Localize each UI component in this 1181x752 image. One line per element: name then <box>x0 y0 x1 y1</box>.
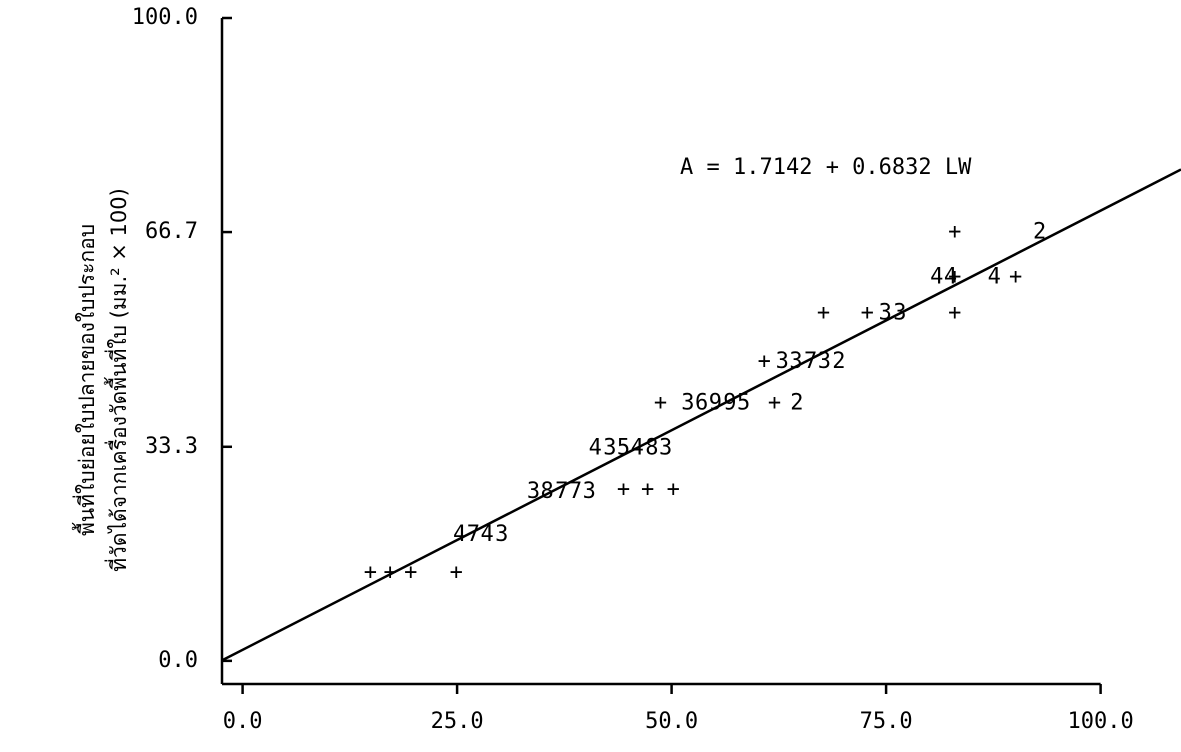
point: 3 <box>603 436 616 461</box>
point: + <box>667 477 680 502</box>
point: + <box>948 301 961 326</box>
point: 4 <box>453 522 466 547</box>
y-tick-label: 66.7 <box>145 219 198 244</box>
x-tick-label: 50.0 <box>645 709 698 734</box>
point: + <box>641 477 654 502</box>
point: 5 <box>617 436 630 461</box>
y-axis-label: ที่วัดได้จากเครื่องวัดพื้นที่ใบ (มม.² × … <box>104 188 131 572</box>
point: 3 <box>583 479 596 504</box>
point: 3 <box>776 349 789 374</box>
point: + <box>817 301 830 326</box>
point: 3 <box>893 301 906 326</box>
point: + <box>364 560 377 585</box>
annotation: A = 1.7142 + 0.6832 LW <box>680 155 972 180</box>
point: 9 <box>723 391 736 416</box>
point: 8 <box>541 479 554 504</box>
point: 4 <box>589 436 602 461</box>
point: 6 <box>695 391 708 416</box>
x-tick-label: 100.0 <box>1067 709 1133 734</box>
point: 8 <box>645 436 658 461</box>
x-tick-label: 25.0 <box>431 709 484 734</box>
x-tick-label: 0.0 <box>223 709 263 734</box>
point: 3 <box>495 522 508 547</box>
chart: พื้นที่ใบย่อยใบปลายของใบประกอบ ที่วัดได้… <box>0 0 1181 752</box>
point: + <box>617 477 630 502</box>
point: 2 <box>1033 220 1046 245</box>
point: 3 <box>659 436 672 461</box>
point: 4 <box>631 436 644 461</box>
point: + <box>1009 265 1022 290</box>
point: 3 <box>527 479 540 504</box>
point: 3 <box>789 349 802 374</box>
point: 3 <box>879 301 892 326</box>
point: 9 <box>709 391 722 416</box>
point: 7 <box>555 479 568 504</box>
point: 4 <box>944 265 957 290</box>
point: 4 <box>930 265 943 290</box>
point: + <box>404 560 417 585</box>
point: 2 <box>832 349 845 374</box>
y-tick-label: 100.0 <box>132 5 198 30</box>
point: + <box>450 560 463 585</box>
point: 3 <box>818 349 831 374</box>
point: + <box>948 220 961 245</box>
point: 2 <box>790 391 803 416</box>
point: + <box>861 301 874 326</box>
point: 7 <box>804 349 817 374</box>
y-tick-label: 33.3 <box>145 434 198 459</box>
x-tick-label: 75.0 <box>860 709 913 734</box>
point: 7 <box>467 522 480 547</box>
point: 3 <box>681 391 694 416</box>
y-tick-label: 0.0 <box>158 648 198 673</box>
point: 5 <box>737 391 750 416</box>
point: 4 <box>988 265 1001 290</box>
point: + <box>384 560 397 585</box>
point: + <box>654 391 667 416</box>
point: + <box>758 349 771 374</box>
y-axis-label: พื้นที่ใบย่อยใบปลายของใบประกอบ <box>72 224 99 536</box>
point: 7 <box>569 479 582 504</box>
point: 4 <box>480 522 493 547</box>
point: + <box>768 391 781 416</box>
